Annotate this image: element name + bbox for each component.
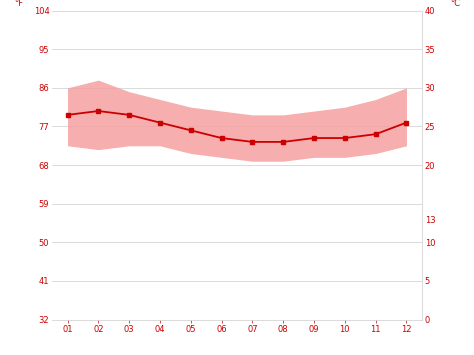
Text: °F: °F bbox=[14, 0, 23, 7]
Text: °C: °C bbox=[450, 0, 460, 7]
